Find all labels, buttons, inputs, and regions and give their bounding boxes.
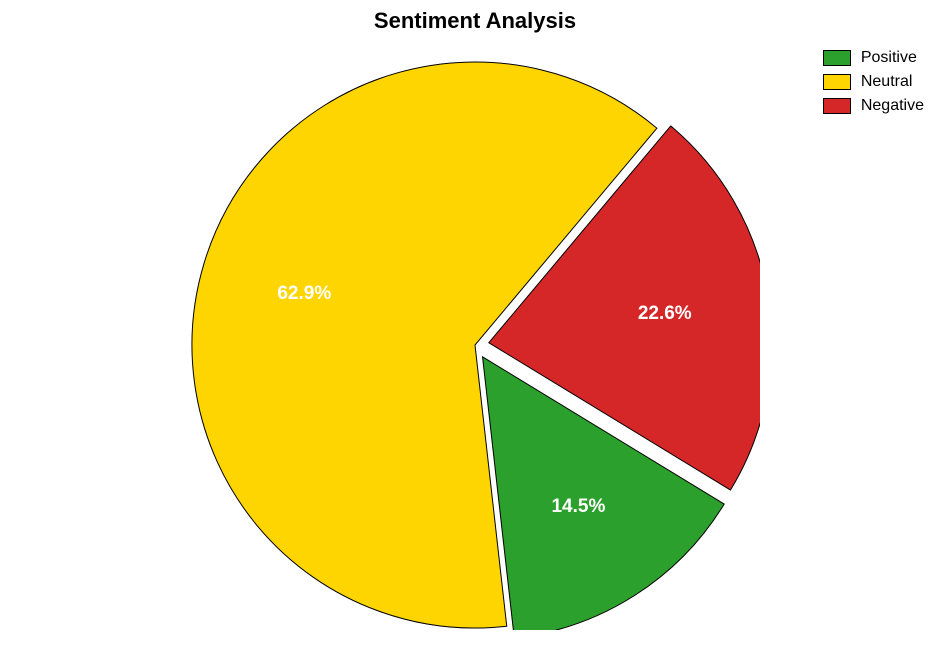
chart-title: Sentiment Analysis	[0, 8, 950, 34]
legend-item-positive: Positive	[823, 48, 924, 68]
legend-swatch-negative	[823, 98, 851, 114]
legend-item-neutral: Neutral	[823, 72, 924, 92]
pie-chart	[190, 60, 760, 630]
chart-container: Sentiment Analysis 22.6% 14.5% 62.9% Posit…	[0, 0, 950, 662]
legend-item-negative: Negative	[823, 96, 924, 116]
legend-label-positive: Positive	[861, 49, 917, 67]
slice-label-neutral: 62.9%	[277, 283, 331, 305]
slice-label-positive: 14.5%	[551, 496, 605, 518]
legend-label-negative: Negative	[861, 97, 924, 115]
legend-label-neutral: Neutral	[861, 73, 913, 91]
slice-label-negative: 22.6%	[638, 303, 692, 325]
legend-swatch-positive	[823, 50, 851, 66]
legend: Positive Neutral Negative	[823, 48, 924, 116]
legend-swatch-neutral	[823, 74, 851, 90]
